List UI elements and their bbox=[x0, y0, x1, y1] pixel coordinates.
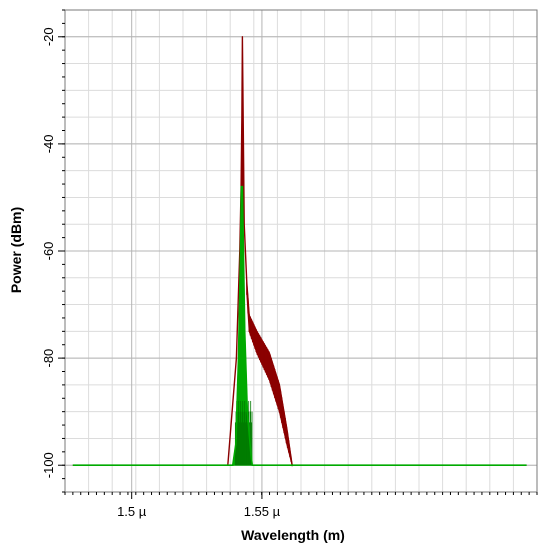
y-tick-label: -100 bbox=[41, 452, 56, 478]
y-tick-label: -40 bbox=[41, 134, 56, 153]
y-tick-label: -80 bbox=[41, 349, 56, 368]
y-tick-label: -60 bbox=[41, 242, 56, 261]
series-layer bbox=[72, 36, 527, 467]
x-tick-label: 1.5 µ bbox=[117, 504, 147, 519]
grid bbox=[65, 9, 537, 492]
series-1-line bbox=[72, 36, 527, 466]
y-tick-label: -20 bbox=[41, 27, 56, 46]
x-axis-label: Wavelength (m) bbox=[241, 527, 345, 543]
series-2-line bbox=[72, 185, 527, 467]
y-axis-label: Power (dBm) bbox=[8, 207, 24, 293]
x-tick-label: 1.55 µ bbox=[244, 504, 281, 519]
axes: 1.5 µ 1.55 µ -20 -40 -60 -80 -100 bbox=[41, 9, 538, 519]
